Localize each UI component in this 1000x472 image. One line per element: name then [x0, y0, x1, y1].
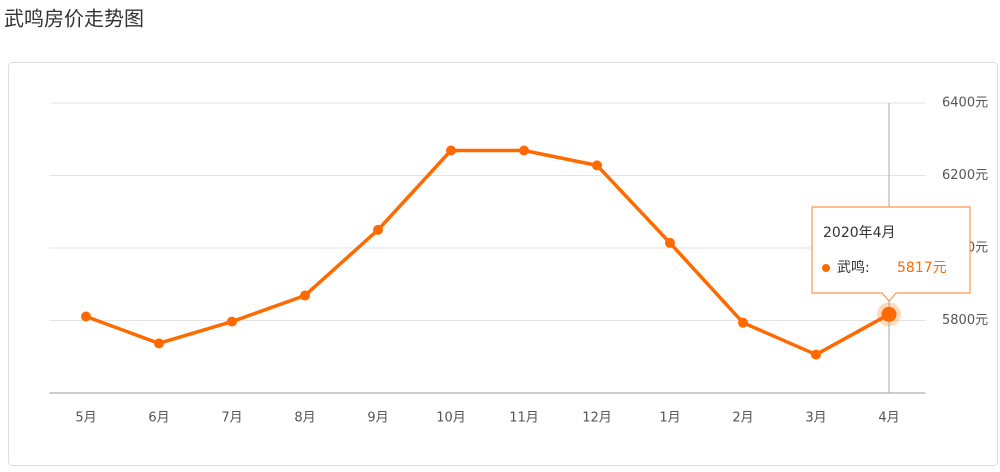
x-tick-label: 5月 [75, 411, 96, 426]
chart-title: 武鸣房价走势图 [4, 7, 144, 31]
y-tick-label: 5800元 [942, 313, 988, 328]
tooltip-label: 武鸣: [837, 259, 870, 276]
tooltip-value: 5817元 [897, 260, 947, 276]
x-tick-label: 10月 [436, 411, 466, 426]
point [300, 290, 310, 301]
tooltip-dot [822, 264, 830, 272]
x-tick-label: 11月 [509, 411, 539, 426]
x-tick-label: 8月 [294, 411, 315, 426]
x-tick-label: 3月 [805, 411, 826, 426]
point [592, 160, 602, 171]
x-tick-label: 7月 [221, 411, 242, 426]
x-tick-label: 6月 [148, 411, 169, 426]
tooltip-title: 2020年4月 [823, 225, 896, 241]
x-tick-label: 4月 [878, 411, 899, 426]
chart-frame [8, 62, 998, 466]
x-tick-label: 2月 [732, 411, 753, 426]
point [227, 316, 237, 327]
point [665, 237, 675, 248]
x-tick-label: 1月 [659, 411, 680, 426]
point [81, 311, 91, 322]
point [811, 349, 821, 360]
point [738, 317, 748, 328]
point [881, 306, 897, 322]
line [85, 148, 890, 357]
point [446, 145, 456, 156]
point [154, 338, 164, 349]
x-tick-label: 12月 [582, 411, 612, 426]
y-tick-label: 6200元 [942, 168, 988, 183]
y-tick-label: 6400元 [942, 96, 988, 111]
point [519, 145, 529, 156]
tooltip-box [811, 206, 971, 302]
point [373, 224, 383, 235]
x-tick-label: 9月 [367, 411, 388, 426]
